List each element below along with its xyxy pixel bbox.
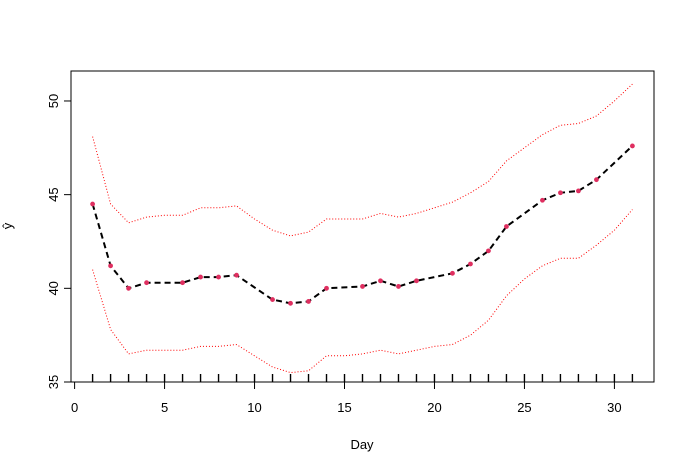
- data-point: [504, 224, 509, 229]
- x-tick-label: 5: [161, 400, 168, 415]
- data-point: [180, 280, 185, 286]
- data-point: [450, 270, 455, 276]
- y-tick-label: 40: [46, 281, 61, 295]
- fit-line: [91, 145, 634, 305]
- x-tick-label: 25: [517, 400, 531, 415]
- data-point: [108, 263, 113, 269]
- data-point: [306, 299, 311, 304]
- x-tick-label: 15: [337, 400, 351, 415]
- data-point: [234, 272, 239, 278]
- data-point: [144, 280, 149, 286]
- data-point: [576, 188, 581, 194]
- y-tick-label: 45: [46, 187, 61, 201]
- x-axis: 0 5 10 15 20 25 30: [71, 381, 622, 415]
- data-point: [630, 143, 635, 149]
- data-point: [378, 278, 383, 284]
- y-axis: 35 40 45 50: [46, 94, 72, 389]
- data-point: [396, 284, 401, 289]
- data-point: [270, 297, 275, 302]
- x-tick-label: 0: [71, 400, 78, 415]
- data-point: [90, 201, 95, 207]
- data-point: [558, 190, 563, 196]
- data-point: [198, 274, 203, 280]
- data-point: [540, 197, 545, 203]
- x-tick-label: 20: [427, 400, 441, 415]
- data-point: [288, 300, 293, 306]
- data-point: [468, 261, 473, 267]
- x-rug: [91, 374, 634, 382]
- confidence-band: [92, 83, 633, 374]
- y-axis-label: ŷ: [0, 222, 15, 229]
- data-point: [486, 248, 491, 254]
- data-point: [594, 177, 599, 183]
- x-tick-label: 30: [607, 400, 621, 415]
- x-axis-label: Day: [350, 437, 374, 452]
- data-points: [90, 143, 635, 306]
- lower-band-line: [92, 209, 633, 374]
- data-point: [216, 274, 221, 280]
- x-tick-label: 10: [247, 400, 261, 415]
- plot-frame: [70, 70, 655, 383]
- data-point: [126, 285, 131, 291]
- data-point: [324, 285, 329, 291]
- data-point: [414, 278, 419, 284]
- y-tick-label: 50: [46, 94, 61, 108]
- fit-line-group: [91, 145, 634, 305]
- data-point: [360, 284, 365, 289]
- y-tick-label: 35: [46, 375, 61, 389]
- upper-band-line: [92, 83, 633, 237]
